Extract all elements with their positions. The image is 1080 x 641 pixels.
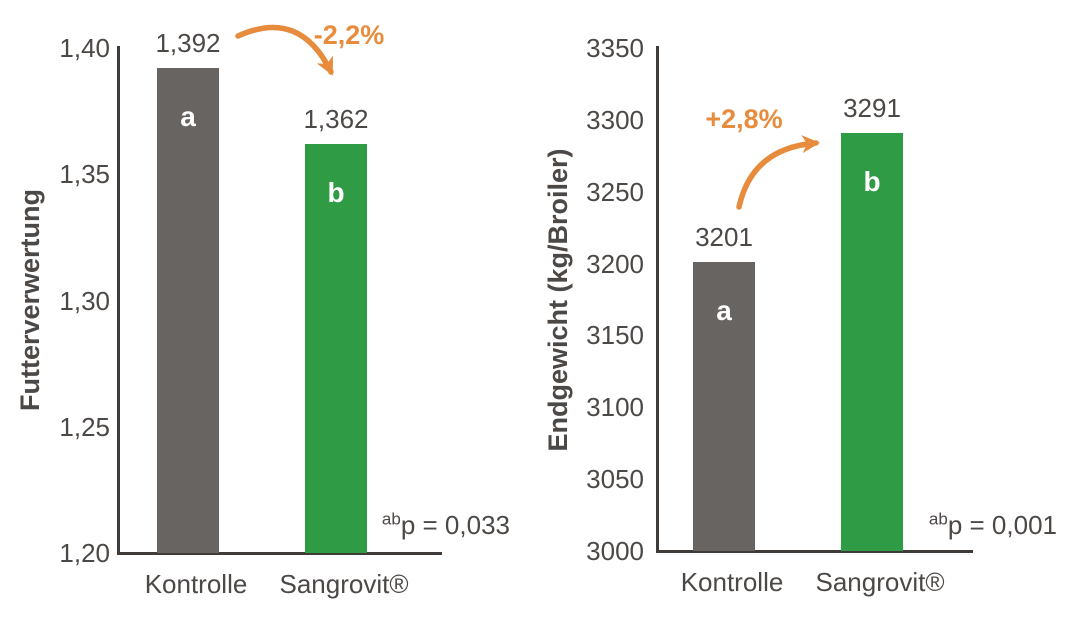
significance-letter: b bbox=[327, 176, 345, 208]
bar-sangrovit bbox=[841, 132, 903, 551]
y-tick-label: 3300 bbox=[586, 104, 644, 135]
percent-change-label: -2,2% bbox=[313, 20, 385, 50]
percent-change-label: +2,8% bbox=[705, 104, 783, 134]
significance-letter: a bbox=[180, 101, 196, 133]
y-tick-label: 3200 bbox=[586, 248, 644, 279]
y-tick-label: 3350 bbox=[586, 33, 644, 63]
bar-value-label: 3201 bbox=[695, 222, 753, 253]
p-value-label: abp = 0,033 bbox=[250, 510, 510, 540]
trend-arrow-up bbox=[736, 135, 820, 210]
y-tick-label: 1,20 bbox=[59, 538, 110, 568]
significance-letter: a bbox=[716, 295, 732, 327]
y-axis-line bbox=[656, 46, 659, 551]
bar-value-label: 3291 bbox=[843, 92, 901, 123]
bar-value-label: 1,392 bbox=[155, 28, 221, 59]
x-axis-line bbox=[117, 552, 442, 555]
x-category-label: Sangrovit® bbox=[815, 567, 945, 597]
p-value-label: abp = 0,001 bbox=[797, 510, 1057, 540]
p-value-superscript: ab bbox=[928, 509, 948, 529]
significance-letter: b bbox=[863, 165, 881, 197]
y-axis-line bbox=[117, 46, 120, 553]
y-tick-label: 3000 bbox=[586, 536, 644, 566]
p-value-text: p = 0,001 bbox=[947, 510, 1057, 540]
x-axis-line bbox=[656, 550, 973, 553]
p-value-text: p = 0,033 bbox=[400, 510, 510, 540]
y-tick-label: 1,40 bbox=[59, 33, 110, 63]
bar-kontrolle bbox=[693, 262, 755, 551]
y-tick-label: 3250 bbox=[586, 176, 644, 207]
bar-sangrovit bbox=[305, 143, 367, 553]
bar-kontrolle bbox=[157, 68, 219, 553]
y-tick-label: 3100 bbox=[586, 392, 644, 423]
x-category-label: Kontrolle bbox=[144, 569, 248, 599]
y-tick-label: 1,35 bbox=[59, 159, 110, 190]
y-tick-label: 1,25 bbox=[59, 411, 110, 442]
y-tick-label: 3050 bbox=[586, 464, 644, 495]
x-category-label: Sangrovit® bbox=[279, 569, 409, 599]
y-axis-title: Endgewicht (kg/Broiler) bbox=[543, 148, 573, 452]
p-value-superscript: ab bbox=[381, 509, 401, 529]
x-category-label: Kontrolle bbox=[680, 567, 784, 597]
y-tick-label: 1,30 bbox=[59, 285, 110, 316]
y-tick-label: 3150 bbox=[586, 320, 644, 351]
bar-value-label: 1,362 bbox=[303, 103, 369, 134]
